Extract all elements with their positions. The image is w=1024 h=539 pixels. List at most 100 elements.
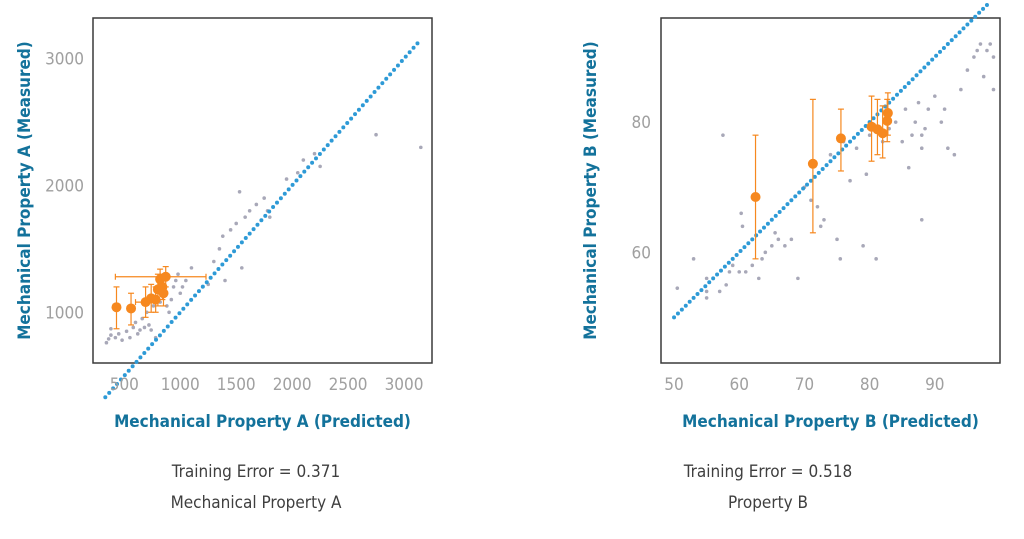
diagonal-dot [820, 167, 825, 172]
training-point [867, 133, 872, 137]
diagonal-dot [337, 129, 342, 134]
highlight-marker [807, 158, 818, 169]
highlight-point [835, 108, 846, 172]
diagonal-dot [691, 295, 696, 300]
diagonal-dot [977, 10, 982, 15]
x-tick-label: 1000 [161, 375, 200, 395]
diagonal-dot [707, 280, 712, 285]
training-point [128, 335, 132, 340]
training-point [165, 304, 169, 308]
highlight-point [807, 98, 818, 234]
x-tick-label: 50 [664, 375, 683, 395]
training-point [838, 257, 843, 261]
y-tick-label: 80 [632, 113, 651, 133]
diagonal-dot [984, 2, 989, 7]
training-point [151, 304, 156, 308]
diagonal-dot [232, 249, 237, 254]
training-point [228, 228, 233, 232]
training-point [104, 340, 109, 345]
diagonal-dot [805, 182, 810, 187]
diagonal-dot [769, 217, 774, 222]
diagonal-dot [742, 245, 747, 250]
diagonal-dot [169, 320, 174, 325]
diagonal-dot [310, 160, 315, 165]
diagonal-dot [851, 135, 856, 140]
diagonal-dot [165, 324, 170, 329]
training-point [727, 270, 732, 274]
diagonal-dot [376, 85, 381, 90]
training-error-caption-b: Training Error = 0.518 [683, 462, 853, 482]
training-point [247, 208, 252, 213]
training-point [972, 55, 976, 59]
training-point [959, 87, 963, 92]
training-point [704, 296, 709, 300]
training-error-caption-a: Training Error = 0.371 [171, 462, 341, 482]
diagonal-dot [797, 190, 802, 195]
diagonal-dot [298, 174, 303, 179]
diagonal-dot [204, 280, 209, 285]
diagonal-dot [364, 98, 369, 103]
diagonal-dot [384, 76, 389, 81]
training-point [789, 237, 794, 242]
training-point [189, 266, 194, 270]
training-point [952, 152, 957, 157]
diagonal-dot [103, 395, 108, 400]
diagonal-dot [154, 337, 159, 342]
training-point [903, 107, 908, 111]
diagonal-dot [115, 381, 120, 386]
diagonal-dot [228, 253, 233, 258]
diagonal-dot [372, 90, 377, 95]
y-tick-label: 60 [632, 243, 651, 263]
diagonal-dot [185, 302, 190, 307]
diagonal-dot [415, 41, 420, 46]
diagonal-dot [380, 81, 385, 86]
diagonal-dot [773, 213, 778, 218]
training-point [981, 74, 986, 79]
diagonal-dot [844, 143, 849, 148]
diagonal-dot [777, 209, 782, 214]
diagonal-dot [816, 170, 821, 175]
training-point [760, 257, 764, 261]
training-point [864, 172, 869, 177]
training-point [223, 278, 227, 283]
diagonal-dot [224, 258, 229, 263]
training-point [217, 247, 222, 251]
training-point [704, 289, 709, 294]
training-point [910, 133, 914, 137]
diagonal-dot [411, 45, 416, 50]
diagonal-dot [781, 206, 786, 211]
training-point [773, 231, 777, 235]
plot-frame-a [92, 17, 433, 364]
diagonal-dot [247, 231, 252, 236]
diagonal-dot [711, 276, 716, 281]
diagonal-dot [368, 94, 373, 99]
training-point [809, 198, 813, 203]
diagonal-dot [392, 67, 397, 72]
training-point [254, 202, 259, 207]
scatter-plot-a: 500 1000 1500 2000 2500 3000 1000 2000 3000 Mecha… [15, 17, 433, 432]
diagonal-dot [251, 227, 256, 232]
training-point [756, 276, 761, 281]
diagonal-dot [902, 85, 907, 89]
scatter-plot-b: 50 60 70 80 90 60 80 Mechanical Property B (Pre… [581, 2, 1001, 432]
x-tick-label: 2500 [329, 375, 368, 395]
training-point [120, 338, 124, 342]
highlight-marker [750, 192, 761, 203]
diagonal-dot [754, 233, 759, 238]
diagonal-dot [969, 18, 974, 23]
y-tick-label: 2000 [45, 176, 84, 196]
diagonal-dot [111, 386, 116, 391]
training-point [978, 42, 983, 46]
training-point [124, 329, 129, 334]
training-point [295, 170, 300, 175]
x-tick-label: 80 [860, 375, 879, 395]
diagonal-dot [746, 241, 751, 246]
training-point [913, 120, 918, 124]
diagonal-dot [138, 355, 143, 360]
diagonal-dot [150, 342, 155, 347]
training-point [138, 328, 142, 332]
training-point [131, 325, 136, 330]
chart-panel-a: 500 1000 1500 2000 2500 3000 1000 2000 3000 Mecha… [15, 17, 433, 513]
training-point [926, 107, 931, 111]
training-point [374, 132, 378, 137]
